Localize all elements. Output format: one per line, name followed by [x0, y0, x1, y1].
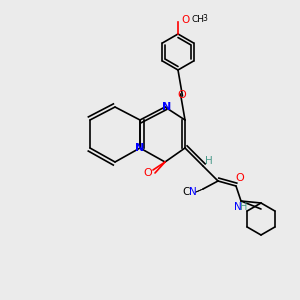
Text: N: N	[135, 143, 145, 153]
Text: O: O	[236, 173, 244, 183]
Text: O: O	[177, 90, 186, 100]
Text: O: O	[144, 168, 152, 178]
Text: H: H	[205, 156, 213, 166]
Text: N: N	[189, 187, 197, 197]
Text: N: N	[162, 102, 172, 112]
Text: C: C	[182, 187, 190, 197]
Text: 3: 3	[202, 14, 207, 23]
Text: CH: CH	[191, 16, 204, 25]
Text: O: O	[181, 15, 189, 25]
Text: N: N	[234, 202, 242, 212]
Text: H: H	[240, 202, 248, 212]
